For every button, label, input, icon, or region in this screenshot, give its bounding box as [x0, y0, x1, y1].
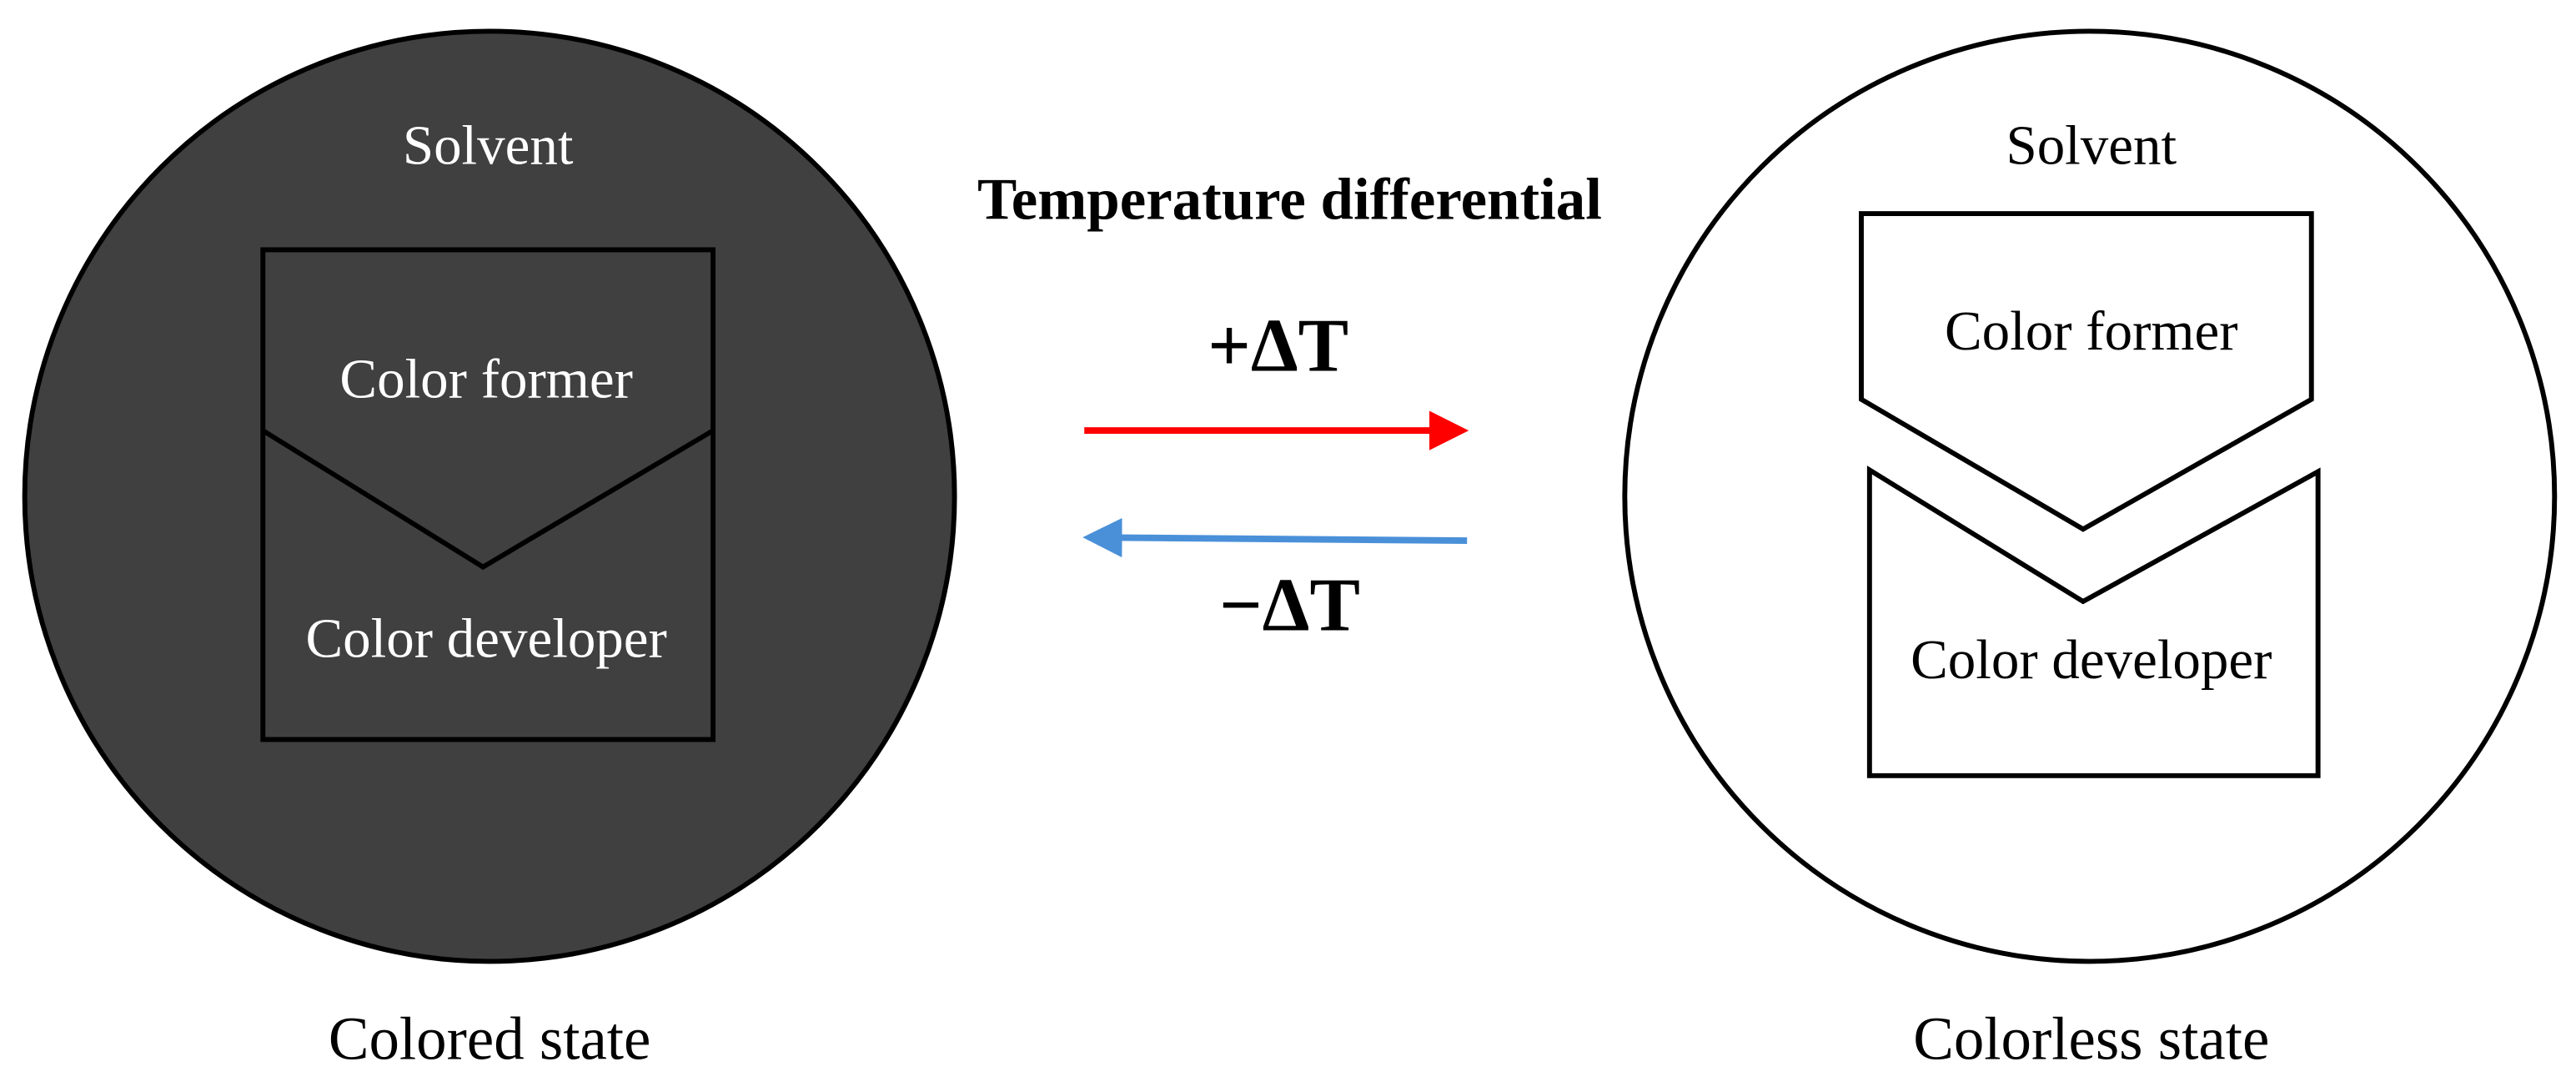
- state-caption: Colored state: [329, 1005, 651, 1073]
- colorless-circle: [1622, 28, 2558, 964]
- solvent-label: Solvent: [2006, 115, 2177, 177]
- interface-line: [261, 428, 715, 571]
- cooling-arrow: [1082, 517, 1468, 558]
- heating-label: +ΔT: [1208, 303, 1348, 387]
- center-title: Temperature differential: [977, 168, 1602, 233]
- complex-box: [260, 247, 716, 742]
- state-caption: Colorless state: [1913, 1005, 2269, 1073]
- solvent-label: Solvent: [403, 115, 574, 177]
- former-label: Color former: [339, 348, 633, 410]
- developer-label: Color developer: [306, 608, 667, 670]
- cooling-label: −ΔT: [1219, 563, 1360, 647]
- former-label: Color former: [1945, 300, 2238, 362]
- developer-shape: [1866, 465, 2321, 778]
- developer-label: Color developer: [1911, 629, 2272, 691]
- colored-circle: [22, 28, 957, 964]
- former-shape: [1859, 211, 2314, 532]
